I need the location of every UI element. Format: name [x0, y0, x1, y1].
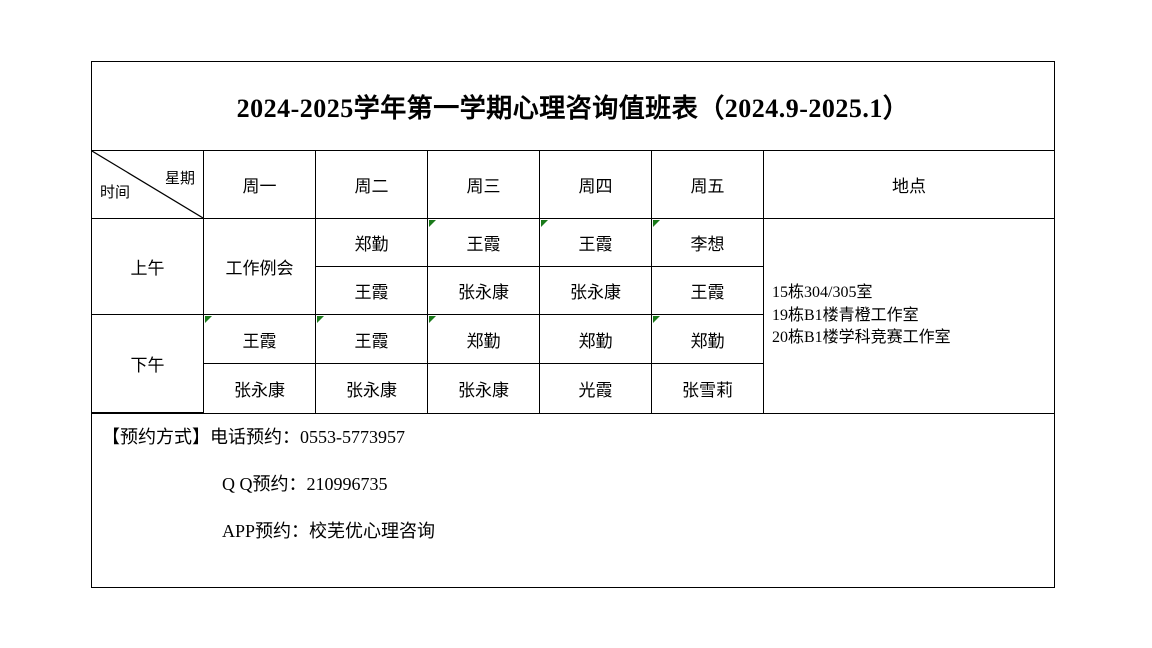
cell-afternoon-1-friday: 郑勤 [652, 315, 764, 364]
booking-phone-line: 【预约方式】电话预约：0553-5773957 [102, 427, 405, 447]
corner-row-label: 时间 [100, 185, 131, 201]
page-title: 2024-2025学年第一学期心理咨询值班表（2024.9-2025.1） [236, 93, 910, 123]
column-header-monday: 周一 [204, 151, 316, 219]
roster-grid: 时间 星期 周一 周二 周三 周四 周五 地点 上午 工作例会 郑勤 王霞 王霞… [92, 151, 1054, 413]
column-header-thursday: 周四 [540, 151, 652, 219]
cell-afternoon-1-thursday: 郑勤 [540, 315, 652, 364]
cell-morning-1-thursday: 王霞 [540, 219, 652, 267]
booking-qq-line: Q Q预约：210996735 [222, 474, 388, 494]
booking-info-section: 【预约方式】电话预约：0553-5773957 Q Q预约：210996735 … [92, 413, 1054, 587]
cell-morning-2-tuesday: 王霞 [316, 267, 428, 315]
diagonal-divider-icon [92, 151, 203, 218]
cell-morning-monday: 工作例会 [204, 219, 316, 315]
column-header-location: 地点 [764, 151, 1054, 219]
cell-morning-2-thursday: 张永康 [540, 267, 652, 315]
cell-afternoon-1-tuesday: 王霞 [316, 315, 428, 364]
table-title-row: 2024-2025学年第一学期心理咨询值班表（2024.9-2025.1） [92, 62, 1054, 151]
column-header-tuesday: 周二 [316, 151, 428, 219]
period-label-morning: 上午 [92, 219, 204, 315]
column-header-friday: 周五 [652, 151, 764, 219]
corner-header-cell: 时间 星期 [92, 151, 204, 219]
location-line-3: 20栋B1楼学科竞赛工作室 [772, 329, 951, 347]
cell-afternoon-1-monday: 王霞 [204, 315, 316, 364]
corner-col-label: 星期 [164, 171, 195, 187]
cell-morning-1-friday: 李想 [652, 219, 764, 267]
location-line-1: 15栋304/305室 [772, 283, 873, 301]
duty-roster-table: 2024-2025学年第一学期心理咨询值班表（2024.9-2025.1） 时间… [91, 61, 1055, 588]
cell-afternoon-2-tuesday: 张永康 [316, 364, 428, 413]
cell-afternoon-2-monday: 张永康 [204, 364, 316, 413]
cell-afternoon-2-wednesday: 张永康 [428, 364, 540, 413]
cell-morning-1-tuesday: 郑勤 [316, 219, 428, 267]
cell-afternoon-1-wednesday: 郑勤 [428, 315, 540, 364]
column-header-wednesday: 周三 [428, 151, 540, 219]
cell-morning-1-wednesday: 王霞 [428, 219, 540, 267]
period-label-afternoon: 下午 [92, 315, 204, 413]
cell-afternoon-2-thursday: 光霞 [540, 364, 652, 413]
booking-app-line: APP预约：校芜优心理咨询 [222, 521, 436, 541]
cell-afternoon-2-friday: 张雪莉 [652, 364, 764, 413]
cell-morning-2-friday: 王霞 [652, 267, 764, 315]
location-line-2: 19栋B1楼青橙工作室 [772, 306, 919, 324]
cell-location: 15栋304/305室 19栋B1楼青橙工作室 20栋B1楼学科竞赛工作室 [764, 219, 1054, 413]
cell-morning-2-wednesday: 张永康 [428, 267, 540, 315]
